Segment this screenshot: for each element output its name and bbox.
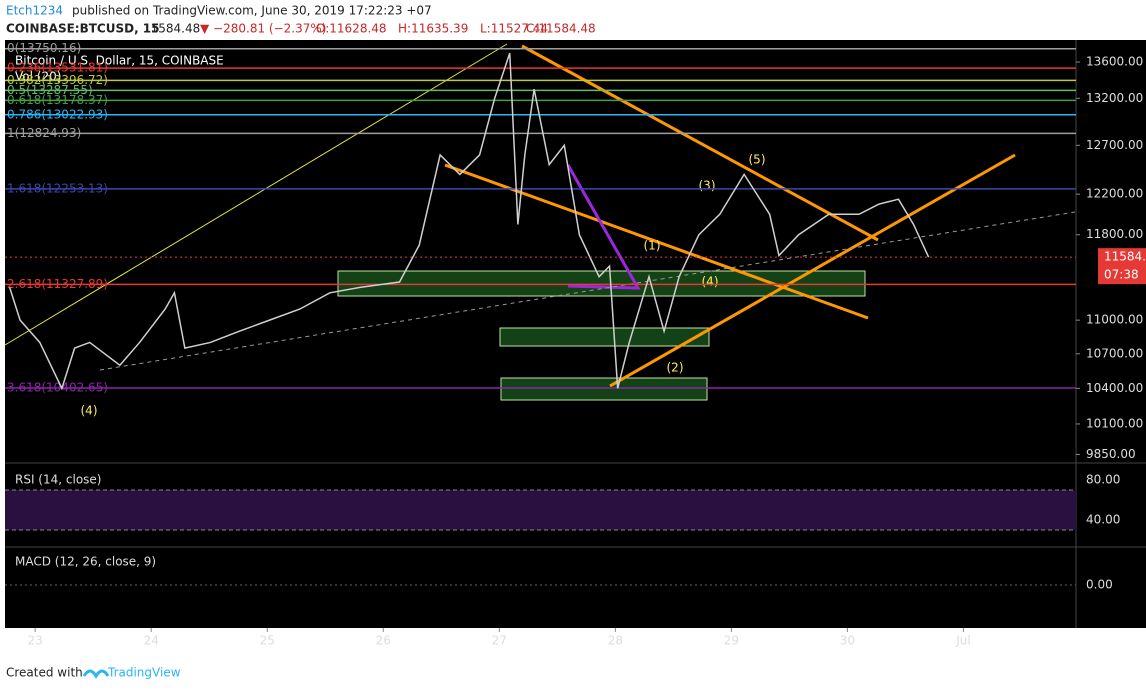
- publisher: Etch1234: [6, 4, 63, 18]
- fib-label: 0.236(13531.81): [7, 61, 108, 75]
- trendlines: [444, 44, 1016, 388]
- wave-label: (1): [644, 239, 661, 253]
- y-tick-label: 12200.00: [1086, 187, 1143, 201]
- fib-label: 0.786(13022.93): [7, 107, 108, 121]
- triangle: [566, 164, 641, 290]
- x-tick-label: 24: [144, 634, 159, 648]
- fib-label: 1.618(12253.13): [7, 181, 108, 195]
- panels: RSI (14, close) MACD (12, 26, close, 9) …: [4, 40, 1146, 628]
- x-tick-label: 27: [492, 634, 507, 648]
- last-price-label: 11584.48: [1104, 250, 1146, 264]
- macd-tick: 0.00: [1086, 578, 1113, 592]
- trendline: [521, 44, 879, 242]
- rsi-tick-label: 80.00: [1086, 473, 1120, 487]
- y-tick-label: 10400.00: [1086, 381, 1143, 395]
- wave-label: (4): [81, 404, 98, 418]
- price-line: [8, 52, 930, 391]
- wave-label: (5): [749, 153, 766, 167]
- fib-label: 0.382(13396.72): [7, 73, 108, 87]
- macd-title: MACD (12, 26, close, 9): [15, 555, 156, 569]
- fib-label: 1(12824.93): [7, 126, 81, 140]
- rsi-tick-label: 40.00: [1086, 513, 1120, 527]
- x-tick-label: 28: [608, 634, 623, 648]
- x-tick-label: 30: [840, 634, 855, 648]
- rsi-title: RSI (14, close): [15, 473, 101, 487]
- y-tick-label: 11000.00: [1086, 313, 1143, 327]
- x-tick-label: 25: [260, 634, 275, 648]
- zone: [500, 377, 708, 401]
- y-tick-label: 13600.00: [1086, 55, 1143, 69]
- wave-label: (2): [667, 361, 684, 375]
- countdown: 07:38: [1104, 268, 1139, 282]
- zone: [499, 327, 710, 347]
- fib-label: 2.618(11327.89): [7, 277, 108, 291]
- fib-label: 0.5(13287.55): [7, 83, 93, 97]
- open: O:11628.48: [316, 22, 387, 36]
- trendline: [444, 163, 869, 320]
- price: 11584.48: [143, 22, 200, 36]
- x-tick-label: 23: [28, 634, 43, 648]
- rsi-band: [5, 490, 1076, 530]
- last-price-box: [1098, 248, 1146, 285]
- published: published on TradingView.com, June 30, 2…: [72, 4, 432, 18]
- x-tick-label: 29: [724, 634, 739, 648]
- wave-label: (4): [702, 275, 719, 289]
- legend-title: Bitcoin / U.S. Dollar, 15, COINBASE: [15, 54, 224, 68]
- y-tick-label: 10700.00: [1086, 346, 1143, 360]
- fib-label: 0.618(13178.37): [7, 93, 108, 107]
- trendline: [609, 153, 1016, 388]
- footer-created: Created with: [6, 666, 83, 680]
- fib-label: 0(13750.16): [7, 41, 81, 55]
- x-tick-label: 26: [376, 634, 391, 648]
- close: C:11584.48: [526, 22, 596, 36]
- symbol: COINBASE:BTCUSD, 15: [6, 22, 160, 36]
- logo: [82, 669, 110, 679]
- high: H:11635.39: [398, 22, 468, 36]
- y-tick-label: 13200.00: [1086, 91, 1143, 105]
- wave-label: (3): [699, 179, 716, 193]
- y-tick-label: 11800.00: [1086, 227, 1143, 241]
- change: ▼ −280.81 (−2.37%): [200, 22, 326, 36]
- fib-label: 3.618(10402.65): [7, 381, 108, 395]
- low: L:11527.44: [480, 22, 548, 36]
- footer-brand[interactable]: TradingView: [107, 666, 181, 680]
- y-tick-label: 9850.00: [1086, 447, 1136, 461]
- x-tick-label: Jul: [955, 634, 970, 648]
- y-tick-label: 12700.00: [1086, 138, 1143, 152]
- y-tick-label: 10100.00: [1086, 416, 1143, 430]
- fib-trend: [4, 43, 508, 346]
